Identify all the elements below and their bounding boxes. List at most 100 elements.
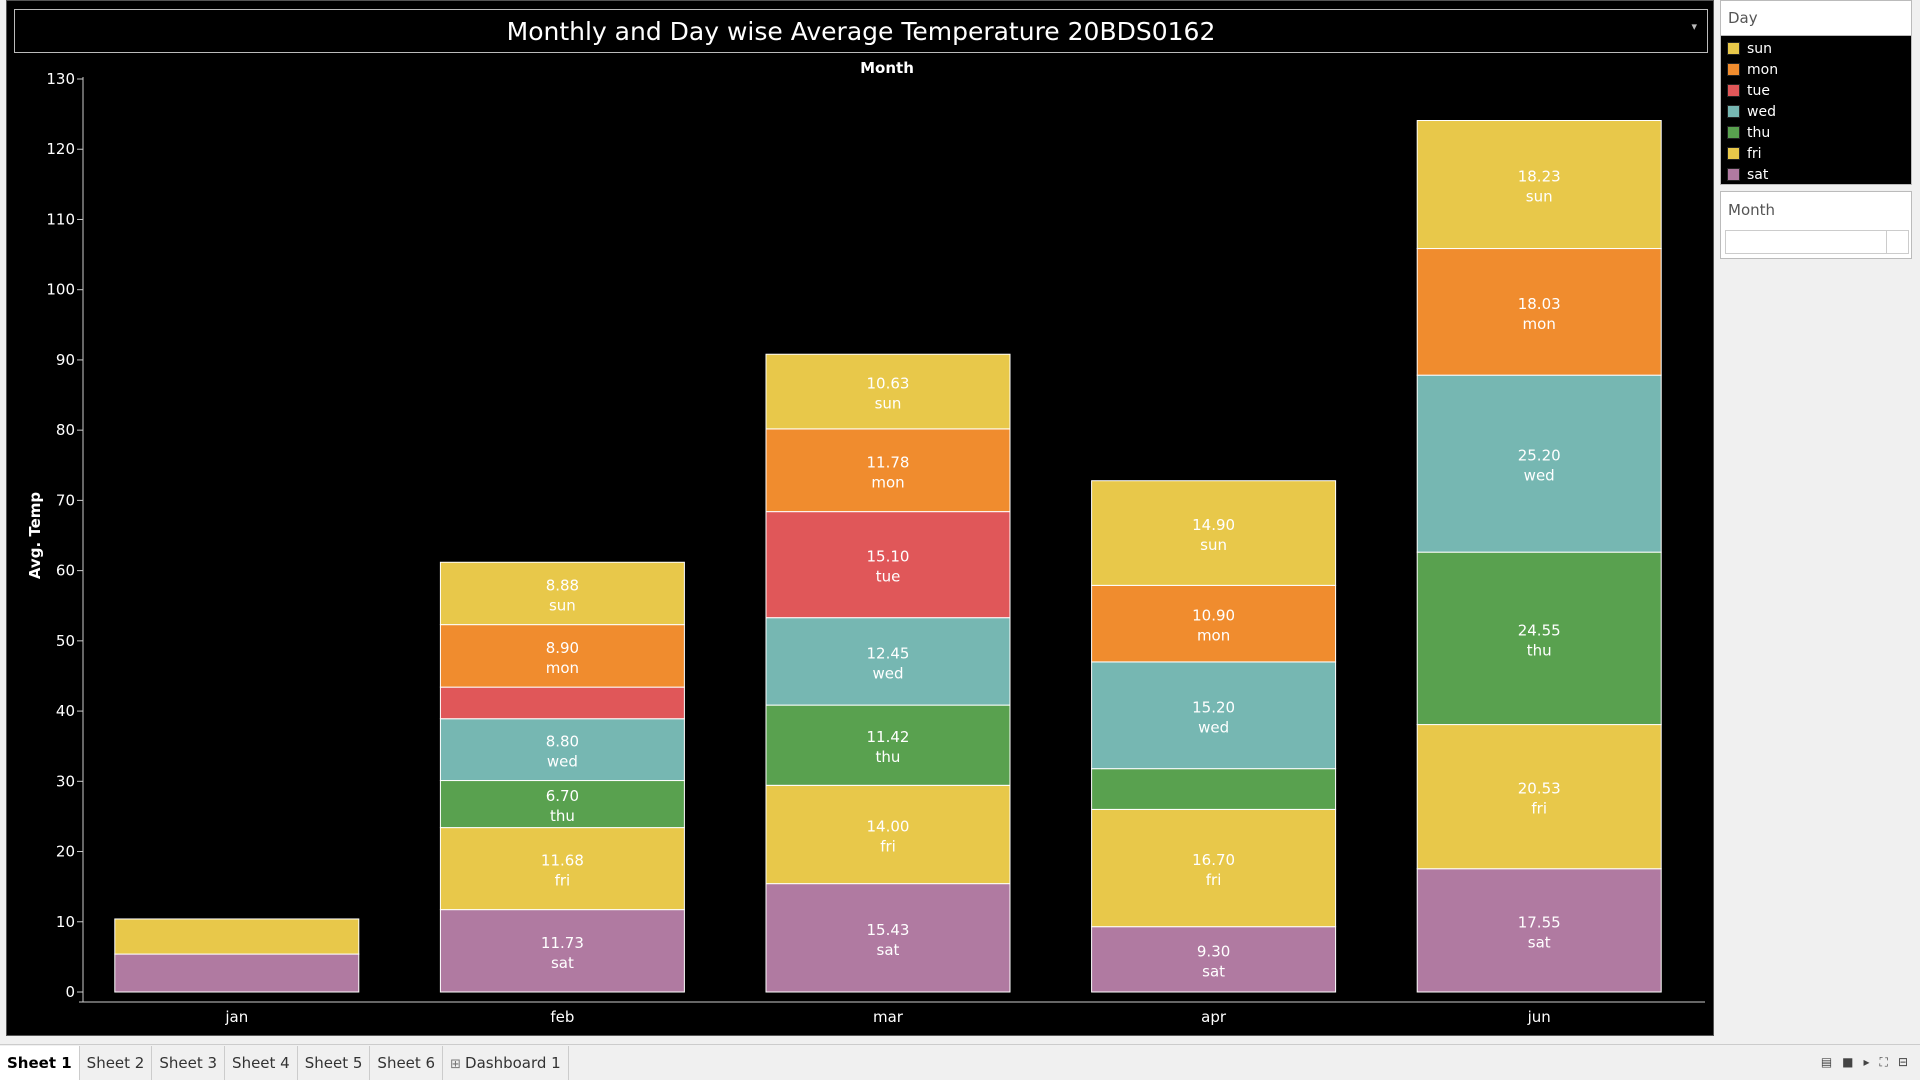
bar-segment-jan-sat[interactable]: [114, 953, 360, 993]
bar-segment-feb-thu[interactable]: [439, 780, 685, 829]
data-label-value: 9.30: [1197, 942, 1230, 960]
data-label-day: fri: [1531, 800, 1547, 818]
fit-icon[interactable]: ⛶: [1879, 1055, 1888, 1069]
data-label-day: mon: [546, 659, 579, 677]
y-tick-label: 50: [56, 632, 75, 650]
play-icon[interactable]: ▸: [1863, 1055, 1870, 1069]
legend-label: thu: [1747, 124, 1771, 141]
x-tick-label: feb: [550, 1008, 574, 1026]
data-label-day: wed: [1198, 718, 1229, 736]
legend-item-sun[interactable]: sun: [1721, 38, 1911, 59]
data-label-day: sun: [875, 395, 902, 413]
tab-sheet-2[interactable]: Sheet 2: [80, 1045, 153, 1080]
dropdown-caret-icon[interactable]: [1886, 231, 1908, 253]
bar-segment-jun-wed[interactable]: [1416, 374, 1662, 553]
bar-segment-jan-fri[interactable]: [114, 918, 360, 955]
tab-sheet-4[interactable]: Sheet 4: [225, 1045, 298, 1080]
y-tick-label: 20: [56, 843, 75, 861]
tab-label: Sheet 6: [377, 1053, 436, 1072]
single-view-icon[interactable]: ■: [1842, 1055, 1854, 1069]
bar-segment-apr-mon[interactable]: [1091, 584, 1337, 663]
legend-item-wed[interactable]: wed: [1721, 101, 1911, 122]
bar-segment-apr-fri[interactable]: [1091, 808, 1337, 928]
bar-segment-feb-tue[interactable]: [439, 686, 685, 720]
legend-list: sun mon tue wed thu fri sat: [1721, 36, 1911, 185]
tab-dashboard-1[interactable]: ⊞ Dashboard 1: [443, 1045, 569, 1080]
data-label-day: sun: [1200, 536, 1227, 554]
bar-segment-apr-sun[interactable]: [1091, 480, 1337, 586]
y-tick-label: 90: [56, 351, 75, 369]
day-legend: Day sun mon tue wed thu fri sat: [1720, 0, 1912, 185]
data-label-day: mon: [871, 473, 904, 491]
bar-segment-apr-wed[interactable]: [1091, 661, 1337, 770]
tab-sheet-1[interactable]: Sheet 1: [0, 1045, 80, 1080]
bar-segment-mar-sun[interactable]: [765, 353, 1011, 430]
data-label-day: wed: [1524, 467, 1555, 485]
presentation-icon[interactable]: ⊟: [1897, 1055, 1908, 1069]
y-tick-label: 0: [65, 983, 75, 1001]
data-label-day: sat: [551, 954, 574, 972]
bar-segment-mar-tue[interactable]: [765, 511, 1011, 619]
bar-segment-apr-sat[interactable]: [1091, 926, 1337, 993]
bar-segment-jun-thu[interactable]: [1416, 551, 1662, 726]
bar-segment-jun-mon[interactable]: [1416, 248, 1662, 376]
month-filter: Month: [1720, 191, 1912, 259]
bar-segment-mar-thu[interactable]: [765, 704, 1011, 786]
tab-sheet-5[interactable]: Sheet 5: [298, 1045, 371, 1080]
legend-label: mon: [1747, 61, 1779, 78]
legend-item-fri[interactable]: fri: [1721, 143, 1911, 164]
data-label-day: sat: [877, 941, 900, 959]
x-tick-label: mar: [873, 1008, 904, 1026]
tab-label: Sheet 2: [86, 1053, 145, 1072]
bar-segment-mar-mon[interactable]: [765, 428, 1011, 513]
chart-title: Monthly and Day wise Average Temperature…: [506, 16, 1216, 46]
legend-item-sat[interactable]: sat: [1721, 164, 1911, 185]
title-dropdown-icon[interactable]: ▾: [1691, 20, 1697, 33]
legend-item-mon[interactable]: mon: [1721, 59, 1911, 80]
legend-label: wed: [1747, 103, 1776, 120]
tab-label: Sheet 3: [159, 1053, 218, 1072]
legend-swatch: [1727, 105, 1740, 118]
legend-swatch: [1727, 42, 1740, 55]
filter-title: Month: [1728, 201, 1776, 219]
bar-segment-jun-fri[interactable]: [1416, 724, 1662, 870]
grid-view-icon[interactable]: ▤: [1820, 1055, 1833, 1069]
bar-segment-apr-thu[interactable]: [1091, 768, 1337, 810]
bar-segment-jun-sat[interactable]: [1416, 868, 1662, 993]
data-label-day: fri: [555, 872, 571, 890]
bar-segment-mar-wed[interactable]: [765, 617, 1011, 706]
legend-swatch: [1727, 84, 1740, 97]
bar-segment-feb-wed[interactable]: [439, 718, 685, 782]
data-label-value: 14.90: [1192, 516, 1235, 534]
tab-sheet-6[interactable]: Sheet 6: [370, 1045, 444, 1080]
bar-segment-mar-fri[interactable]: [765, 784, 1011, 885]
legend-swatch: [1727, 168, 1740, 181]
top-axis-label: Month: [860, 59, 914, 77]
data-label-day: thu: [550, 807, 575, 825]
y-tick-label: 40: [56, 702, 75, 720]
y-tick-label: 80: [56, 421, 75, 439]
tab-sheet-3[interactable]: Sheet 3: [152, 1045, 226, 1080]
y-axis-label: Avg. Temp: [26, 492, 44, 580]
legend-title: Day: [1721, 1, 1911, 36]
data-label-day: sat: [1528, 933, 1551, 951]
data-label-value: 11.73: [541, 934, 584, 952]
bar-segment-feb-sun[interactable]: [439, 561, 685, 626]
bar-segment-jun-sun[interactable]: [1416, 120, 1662, 250]
data-label-value: 17.55: [1518, 913, 1561, 931]
bar-segment-mar-sat[interactable]: [765, 883, 1011, 993]
bar-segment-feb-fri[interactable]: [439, 827, 685, 911]
data-label-value: 20.53: [1518, 780, 1561, 798]
data-label-value: 6.70: [546, 787, 579, 805]
bar-segment-feb-sat[interactable]: [439, 909, 685, 993]
legend-label: sun: [1747, 40, 1773, 57]
legend-swatch: [1727, 147, 1740, 160]
data-label-value: 11.42: [867, 728, 910, 746]
data-label-value: 15.20: [1192, 698, 1235, 716]
legend-item-thu[interactable]: thu: [1721, 122, 1911, 143]
month-filter-select[interactable]: [1725, 230, 1909, 254]
stacked-bar-chart: Month Avg. Temp 0 10 20 30 40 50 60 70 80 90 100 110 1…: [26, 59, 1705, 1026]
legend-item-tue[interactable]: tue: [1721, 80, 1911, 101]
y-tick-label: 120: [46, 140, 75, 158]
